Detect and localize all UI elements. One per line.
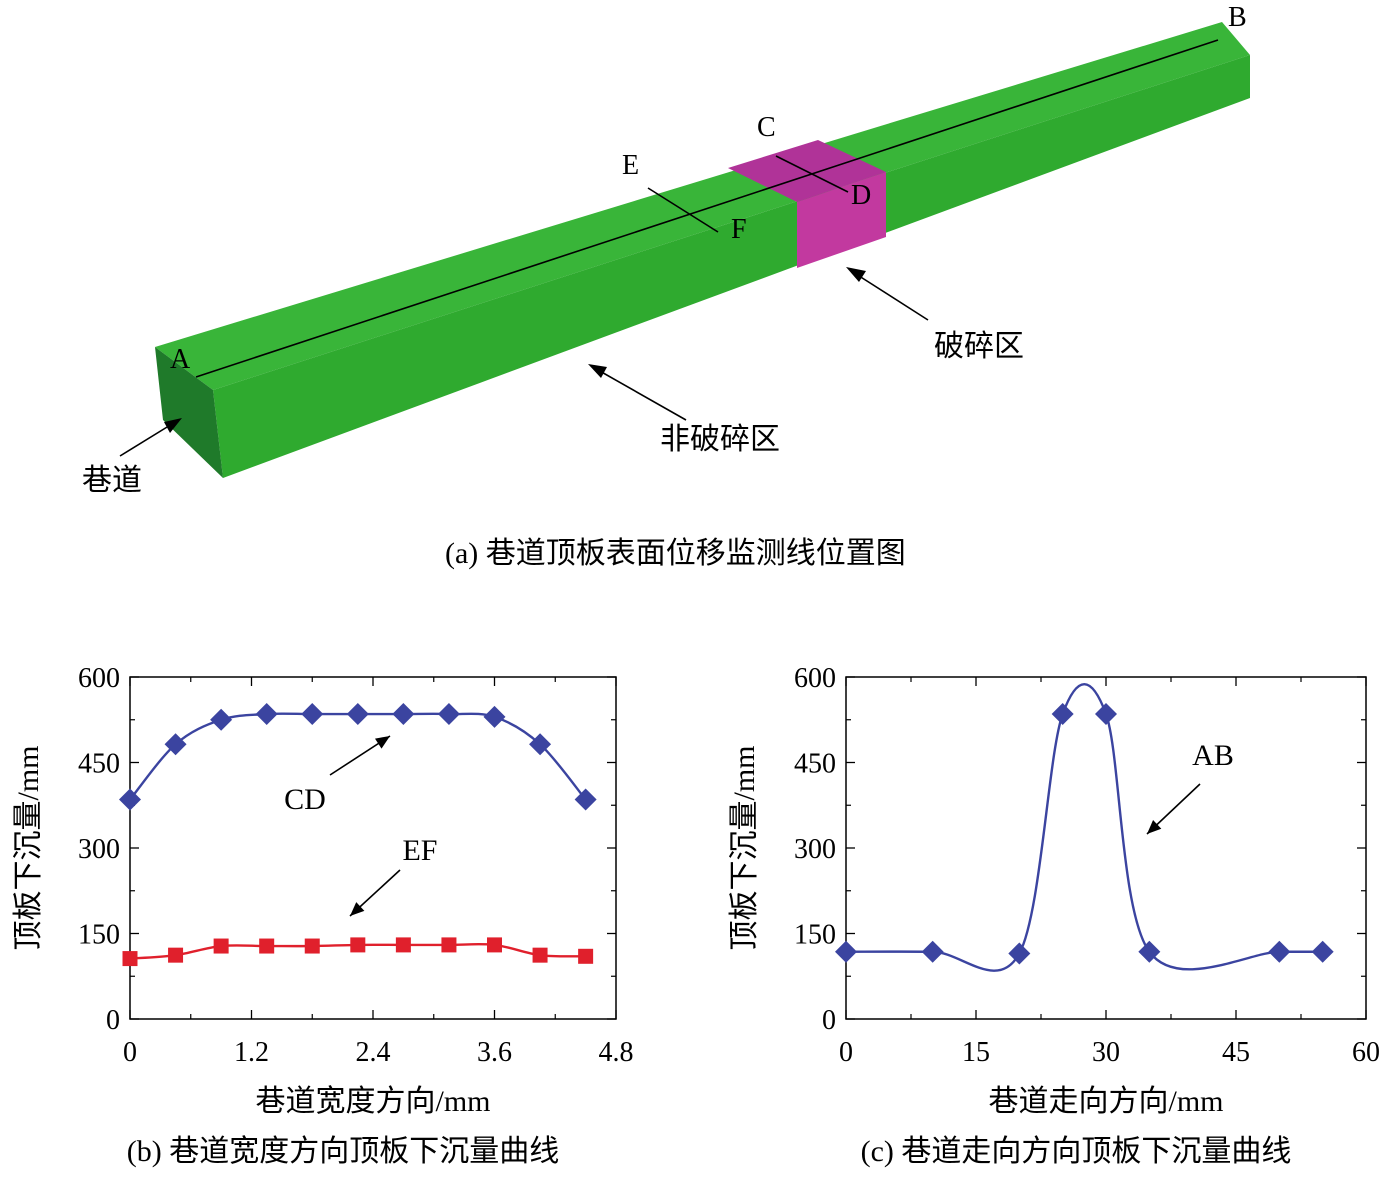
y-tick-label: 450: [794, 749, 836, 780]
y-tick-label: 150: [794, 920, 836, 951]
series-label-cd: CD: [284, 783, 326, 816]
y-tick-label: 300: [794, 834, 836, 865]
y-tick-label: 450: [78, 749, 120, 780]
annotation-arrowhead: [1147, 820, 1162, 834]
chart-caption: (c) 巷道走向方向顶板下沉量曲线: [861, 1135, 1292, 1168]
data-point-ef: [578, 948, 594, 964]
y-tick-label: 600: [794, 663, 836, 694]
x-tick-label: 45: [1222, 1037, 1250, 1068]
label-c: C: [757, 112, 776, 143]
annotation-arrowhead: [374, 736, 390, 749]
y-tick-label: 0: [106, 1005, 120, 1036]
arrow-unbroken-zone: [588, 364, 687, 421]
label-e: E: [622, 150, 639, 181]
roadway-model-panel: A B C D E F 破碎区 非破碎区 巷道 (a) 巷道顶板表面位移监测线位…: [82, 2, 1250, 570]
data-point-ab: [1268, 940, 1291, 963]
data-point-ab: [1008, 942, 1031, 965]
data-point-cd: [255, 703, 278, 726]
data-point-cd: [301, 703, 324, 726]
y-tick-label: 300: [78, 834, 120, 865]
roadway-end-face: [155, 347, 223, 478]
annotation-arrowhead: [350, 902, 365, 916]
roadway-top-face: [155, 22, 1250, 390]
label-b: B: [1228, 2, 1247, 33]
x-tick-label: 15: [962, 1037, 990, 1068]
data-point-ef: [487, 937, 502, 953]
data-point-ab: [1311, 940, 1334, 963]
label-f: F: [731, 214, 747, 245]
chart-width-direction: 0 1.2 2.4 3.6 4.8 0 150 300 450 600 巷道宽度方向/mm 顶板下沉量…: [12, 663, 634, 1168]
series-label-ab: AB: [1192, 739, 1234, 772]
data-point-cd: [210, 708, 233, 731]
label-a: A: [170, 344, 191, 375]
monitor-line-ab: [195, 39, 1219, 378]
y-tick-label: 0: [822, 1005, 836, 1036]
x-axis-label: 巷道宽度方向/mm: [255, 1085, 490, 1118]
label-broken-zone: 破碎区: [934, 330, 1024, 363]
data-point-cd: [483, 705, 506, 728]
label-d: D: [851, 180, 871, 211]
data-point-ab: [1138, 940, 1161, 963]
data-point-cd: [437, 703, 460, 726]
broken-zone-side: [797, 172, 886, 268]
monitor-line-cd: [775, 155, 849, 193]
x-axis-label: 巷道走向方向/mm: [988, 1085, 1223, 1118]
x-tick-label: 4.8: [599, 1037, 634, 1068]
data-point-ab: [921, 940, 944, 963]
chart-strike-direction: 0 15 30 45 600150300450600巷道走向方向/mm顶板下沉量/mm(…: [728, 663, 1380, 1168]
data-point-ef: [441, 937, 457, 953]
x-tick-label: 1.2: [234, 1037, 269, 1068]
data-point-cd: [392, 703, 415, 726]
data-point-ef: [395, 937, 411, 953]
y-axis-label: 顶板下沉量/mm: [12, 745, 45, 950]
y-tick-label: 150: [78, 920, 120, 951]
data-point-ef: [532, 947, 548, 963]
roadway-side-face: [213, 55, 1250, 478]
label-unbroken-zone: 非破碎区: [660, 423, 780, 456]
data-point-ab: [1095, 703, 1117, 726]
x-tick-label: 60: [1352, 1037, 1380, 1068]
data-point-cd: [119, 788, 141, 811]
data-point-ef: [168, 947, 184, 963]
series-line-ab: [845, 683, 1323, 972]
data-point-cd: [529, 733, 552, 756]
data-point-ef: [304, 938, 320, 954]
arrow-roadway: [119, 418, 182, 457]
caption-a: (a) 巷道顶板表面位移监测线位置图: [445, 537, 906, 570]
data-point-cd: [574, 788, 597, 811]
chart-caption: (b) 巷道宽度方向顶板下沉量曲线: [127, 1135, 559, 1168]
plot-frame: [129, 676, 617, 1020]
series-label-ef: EF: [402, 834, 437, 867]
data-point-cd: [164, 733, 187, 756]
x-tick-label: 0: [123, 1037, 137, 1068]
data-point-cd: [346, 703, 369, 726]
label-roadway: 巷道: [82, 464, 142, 497]
x-tick-label: 30: [1092, 1037, 1120, 1068]
plot-frame: [845, 676, 1367, 1020]
x-tick-label: 3.6: [477, 1037, 512, 1068]
x-tick-label: 0: [839, 1037, 853, 1068]
data-point-ab: [835, 940, 857, 963]
data-point-ef: [350, 937, 366, 953]
data-point-ef: [213, 938, 229, 954]
y-axis-label: 顶板下沉量/mm: [728, 745, 761, 950]
y-tick-label: 600: [78, 663, 120, 694]
data-point-ef: [122, 951, 138, 967]
monitor-line-ef: [647, 187, 719, 233]
data-point-ab: [1051, 703, 1074, 726]
arrow-broken-zone: [846, 267, 929, 321]
x-tick-label: 2.4: [356, 1037, 391, 1068]
data-point-ef: [259, 938, 275, 954]
